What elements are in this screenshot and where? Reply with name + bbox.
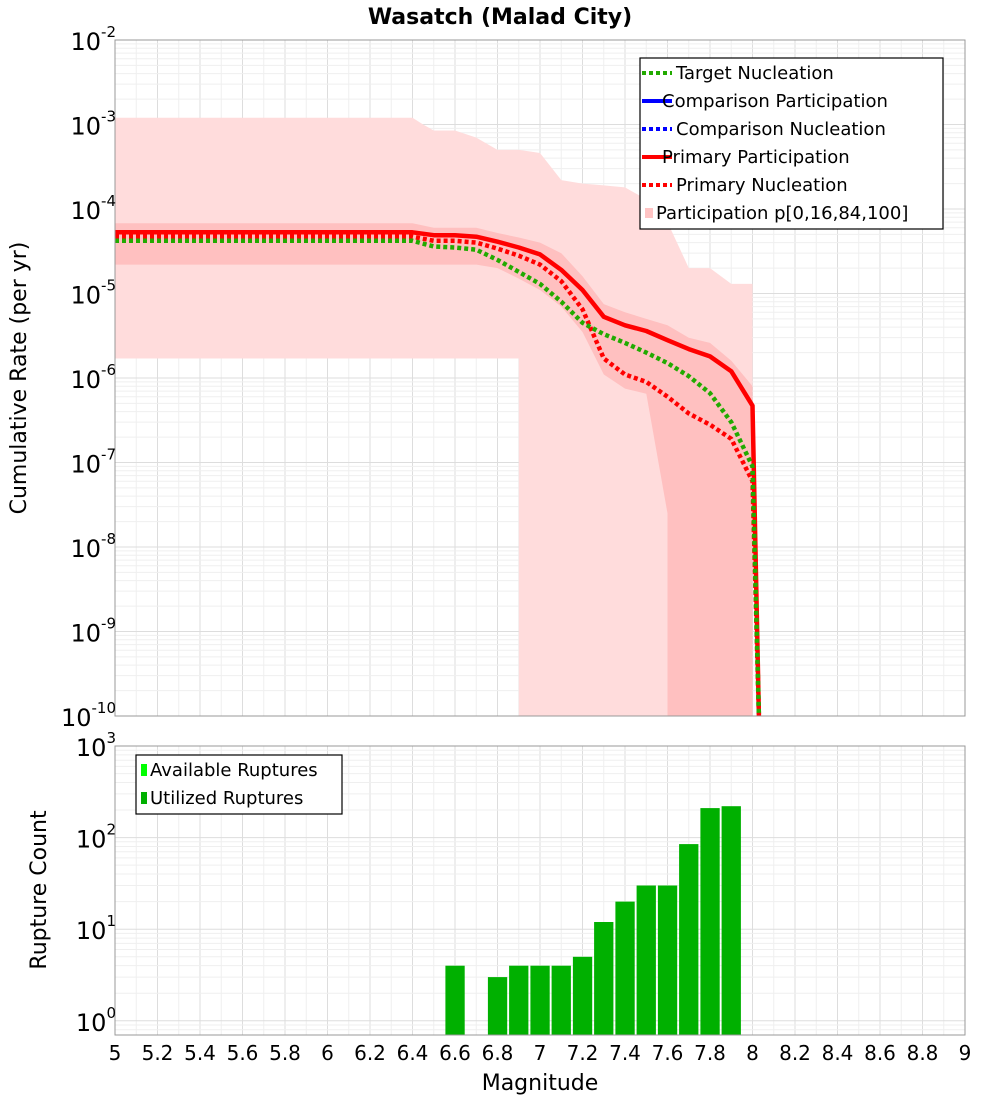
x-tick-label: 7.8 (694, 1041, 726, 1065)
bottom-plot-frame (114, 745, 966, 1036)
x-tick-label: 6 (321, 1041, 334, 1065)
chart-title: Wasatch (Malad City) (368, 5, 632, 30)
rupture-bar (615, 901, 635, 1035)
top-y-tick-label: 10-9 (70, 615, 116, 648)
primary-nucleation-line (115, 234, 762, 716)
x-tick-labels: 5 5.2 5.4 5.6 5.8 6 6.2 6.4 6.6 6.8 7 7.2 7.4 7.6 7.8 8… (109, 1041, 972, 1065)
bottom-y-tick-label: 103 (76, 729, 116, 762)
top-y-tick-label: 10-10 (61, 699, 116, 732)
top-y-tick-label: 10-8 (70, 530, 116, 563)
bottom-y-tick-label: 100 (76, 1004, 116, 1037)
top-series-lines (115, 230, 762, 716)
legend-label: Comparison Participation (662, 91, 888, 112)
top-y-tick-label: 10-5 (70, 277, 116, 310)
top-legend-box (639, 57, 944, 230)
top-legend-items: Target Nucleation Comparison Participatio… (642, 63, 908, 224)
rupture-bar (445, 965, 465, 1035)
legend-swatch-bar (141, 764, 147, 776)
x-tick-label: 7 (534, 1041, 547, 1065)
x-tick-label: 5.8 (269, 1041, 301, 1065)
top-legend: Target Nucleation Comparison Participatio… (639, 57, 944, 230)
x-tick-label: 8.8 (907, 1041, 939, 1065)
rupture-bar (594, 922, 614, 1035)
x-tick-label: 9 (959, 1041, 972, 1065)
participation-band-outer (115, 117, 753, 716)
x-tick-label: 6.8 (482, 1041, 514, 1065)
x-axis-label: Magnitude (482, 1071, 599, 1096)
rupture-bar (721, 806, 741, 1035)
legend-label: Primary Nucleation (676, 175, 848, 196)
rupture-bar (636, 885, 656, 1035)
x-tick-label: 7.6 (652, 1041, 684, 1065)
legend-label: Available Ruptures (150, 760, 318, 781)
x-tick-label: 7.4 (609, 1041, 641, 1065)
legend-label: Target Nucleation (675, 63, 834, 84)
rupture-bar (657, 885, 678, 1035)
top-plot-area (115, 117, 762, 716)
primary-participation-line (115, 230, 762, 716)
x-tick-label: 5.4 (184, 1041, 216, 1065)
top-y-tick-label: 10-3 (70, 108, 116, 141)
bottom-y-tick-label: 101 (76, 912, 116, 945)
top-y-tick-label: 10-6 (70, 361, 116, 394)
x-tick-label: 5.6 (227, 1041, 259, 1065)
bottom-y-axis-label: Rupture Count (27, 810, 52, 970)
x-tick-label: 8.4 (822, 1041, 854, 1065)
x-tick-label: 7.2 (567, 1041, 599, 1065)
legend-swatch-band (645, 208, 653, 218)
rupture-bar (530, 965, 550, 1035)
participation-band-inner (115, 223, 753, 716)
x-tick-label: 5 (109, 1041, 122, 1065)
x-tick-label: 6.2 (354, 1041, 386, 1065)
bottom-legend: Available Ruptures Utilized Ruptures (135, 754, 343, 815)
legend-label: Utilized Ruptures (150, 788, 303, 809)
bottom-y-tick-label: 102 (76, 821, 116, 854)
legend-label: Comparison Nucleation (676, 119, 886, 140)
bottom-legend-box (135, 754, 343, 815)
rupture-bars (445, 806, 741, 1035)
x-tick-label: 8.6 (864, 1041, 896, 1065)
legend-swatch-bar (141, 792, 147, 804)
legend-label: Participation p[0,16,84,100] (656, 203, 908, 224)
rupture-bar (551, 965, 571, 1035)
x-tick-label: 6.4 (397, 1041, 429, 1065)
top-y-axis-label: Cumulative Rate (per yr) (7, 242, 32, 515)
bottom-legend-items: Available Ruptures Utilized Ruptures (141, 760, 318, 809)
top-y-ticks: 10-2 10-3 10-4 10-5 10-6 10-7 10-8 10-9 10-10 (61, 23, 116, 732)
x-tick-label: 5.2 (142, 1041, 174, 1065)
rupture-bar (700, 808, 720, 1035)
target-nucleation-line (115, 238, 762, 716)
top-plot-frame (114, 39, 966, 717)
bottom-plot-area (445, 806, 741, 1035)
bottom-y-ticks: 103 102 101 100 (76, 729, 116, 1037)
x-tick-label: 6.6 (439, 1041, 471, 1065)
top-y-tick-label: 10-2 (70, 23, 116, 56)
legend-label: Primary Participation (662, 147, 850, 168)
x-tick-label: 8.2 (779, 1041, 811, 1065)
rupture-bar (679, 844, 699, 1035)
top-y-tick-label: 10-7 (70, 446, 116, 479)
x-tick-label: 8 (746, 1041, 759, 1065)
rupture-bar (487, 977, 508, 1035)
rupture-bar (572, 956, 593, 1035)
top-y-tick-label: 10-4 (70, 192, 116, 225)
rupture-bar (509, 965, 529, 1035)
